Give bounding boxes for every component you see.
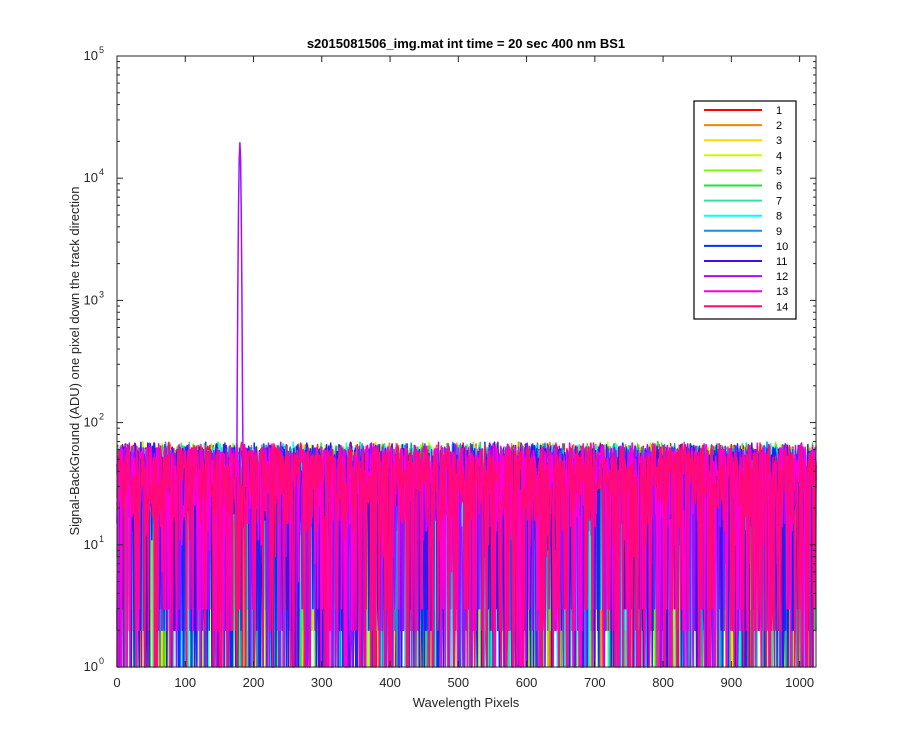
y-tick-label: 105 <box>84 45 104 63</box>
x-axis: 0 100 200 300 400 500 600 700 800 900 1000 <box>113 56 814 690</box>
x-tick-label: 200 <box>243 675 265 690</box>
x-tick-label: 900 <box>721 675 743 690</box>
y-tick-exponent: 1 <box>99 534 104 544</box>
legend-label-5: 5 <box>776 165 782 177</box>
series-layer <box>116 142 817 668</box>
x-tick-label: 0 <box>113 675 120 690</box>
y-tick-label: 103 <box>84 289 104 307</box>
y-tick-label: 104 <box>84 167 104 185</box>
y-tick-label: 102 <box>84 412 104 430</box>
legend-box <box>693 100 797 320</box>
x-tick-label: 700 <box>584 675 606 690</box>
y-tick-exponent: 4 <box>99 167 104 177</box>
legend-label-9: 9 <box>776 226 782 238</box>
x-tick-label: 800 <box>652 675 674 690</box>
legend-label-14: 14 <box>776 301 788 313</box>
legend-label-7: 7 <box>776 196 782 208</box>
y-tick-exponent: 2 <box>99 412 104 422</box>
series-line-14 <box>116 441 817 668</box>
y-tick-exponent: 3 <box>99 289 104 299</box>
legend-label-4: 4 <box>776 150 782 162</box>
x-tick-label: 600 <box>516 675 538 690</box>
x-axis-label: Wavelength Pixels <box>413 695 520 710</box>
legend-label-2: 2 <box>776 120 782 132</box>
chart-title: s2015081506_img.mat int time = 20 sec 40… <box>307 36 625 51</box>
x-tick-label: 1000 <box>785 675 814 690</box>
legend-label-11: 11 <box>776 256 787 268</box>
x-tick-label: 300 <box>311 675 333 690</box>
legend-label-3: 3 <box>776 135 782 147</box>
y-tick-label: 101 <box>84 534 104 552</box>
legend-label-1: 1 <box>776 105 782 117</box>
legend-label-13: 13 <box>776 286 788 298</box>
x-tick-label: 100 <box>174 675 196 690</box>
y-axis-label: Signal-BackGround (ADU) one pixel down t… <box>67 186 82 535</box>
plot-frame <box>116 55 817 668</box>
legend-label-10: 10 <box>776 241 788 253</box>
legend-label-8: 8 <box>776 211 782 223</box>
legend-label-6: 6 <box>776 181 782 193</box>
legend-label-12: 12 <box>776 271 788 283</box>
x-tick-label: 400 <box>379 675 401 690</box>
y-tick-exponent: 5 <box>99 45 104 55</box>
y-tick-label: 100 <box>84 656 104 674</box>
x-tick-label: 500 <box>447 675 469 690</box>
y-tick-exponent: 0 <box>99 656 104 666</box>
